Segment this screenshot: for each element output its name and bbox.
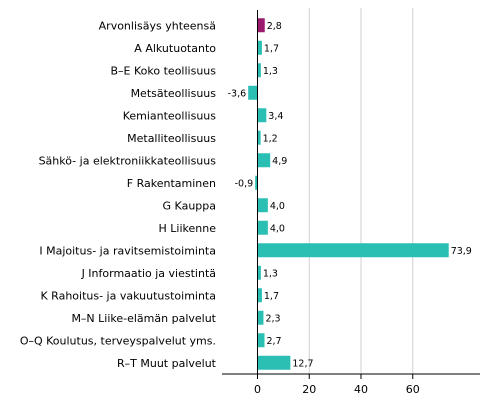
- category-label: Metalliteollisuus: [127, 132, 216, 145]
- category-label: J Informaatio ja viestintä: [81, 267, 216, 280]
- category-label: Metsäteollisuus: [131, 87, 217, 100]
- category-label: Sähkö- ja elektroniikkateollisuus: [39, 154, 217, 167]
- data-label: 4,0: [270, 201, 285, 212]
- labels: Arvonlisäys yhteensä 2,8 A Alkutuotanto 1,7…: [20, 19, 472, 396]
- bar: [257, 130, 261, 145]
- data-label: 1,7: [264, 43, 279, 54]
- category-label: O–Q Koulutus, terveyspalvelut yms.: [20, 334, 216, 347]
- data-label: 1,3: [263, 268, 278, 279]
- data-label: -0,9: [235, 178, 254, 189]
- data-label: 2,3: [265, 313, 280, 324]
- category-label: A Alkutuotanto: [134, 42, 216, 55]
- x-tick-label: 40: [354, 383, 368, 396]
- data-label: 2,7: [266, 336, 281, 347]
- bars: [248, 18, 449, 370]
- data-label: 2,8: [267, 21, 282, 32]
- bar: [257, 288, 262, 303]
- category-label: H Liikenne: [159, 222, 217, 235]
- data-label: 3,4: [268, 111, 283, 122]
- category-label: B–E Koko teollisuus: [111, 64, 217, 77]
- bar: [257, 63, 261, 78]
- bar: [257, 153, 271, 168]
- gridlines: [308, 8, 414, 374]
- data-label: 12,7: [292, 358, 313, 369]
- category-label: I Majoitus- ja ravitsemistoiminta: [39, 244, 216, 257]
- bar: [257, 108, 267, 123]
- x-tick-label: 20: [302, 383, 316, 396]
- data-label: 1,2: [263, 133, 278, 144]
- data-label: 73,9: [451, 246, 472, 257]
- data-label: 4,9: [272, 156, 287, 167]
- data-label: 1,7: [264, 291, 279, 302]
- bar: [257, 18, 265, 33]
- x-tick-label: 0: [254, 383, 261, 396]
- bar: [257, 198, 268, 213]
- category-label: Kemianteollisuus: [123, 109, 217, 122]
- bar: [257, 220, 268, 235]
- axes: [222, 10, 480, 379]
- category-label: G Kauppa: [163, 199, 216, 212]
- category-label: K Rahoitus- ja vakuutustoiminta: [40, 289, 216, 302]
- bar: [248, 85, 258, 100]
- bar: [257, 265, 261, 280]
- data-label: 1,3: [263, 66, 278, 77]
- bar: [255, 175, 258, 190]
- x-tick-label: 60: [406, 383, 420, 396]
- bar: [257, 355, 291, 370]
- data-label: 4,0: [270, 223, 285, 234]
- category-label: R–T Muut palvelut: [117, 357, 217, 370]
- bar: [257, 310, 264, 325]
- category-label: F Rakentaminen: [127, 177, 216, 190]
- category-label: Arvonlisäys yhteensä: [99, 19, 216, 32]
- bar: [257, 243, 449, 258]
- data-label: -3,6: [228, 88, 247, 99]
- category-label: M–N Liike-elämän palvelut: [71, 312, 216, 325]
- bar: [257, 333, 265, 348]
- bar: [257, 40, 262, 55]
